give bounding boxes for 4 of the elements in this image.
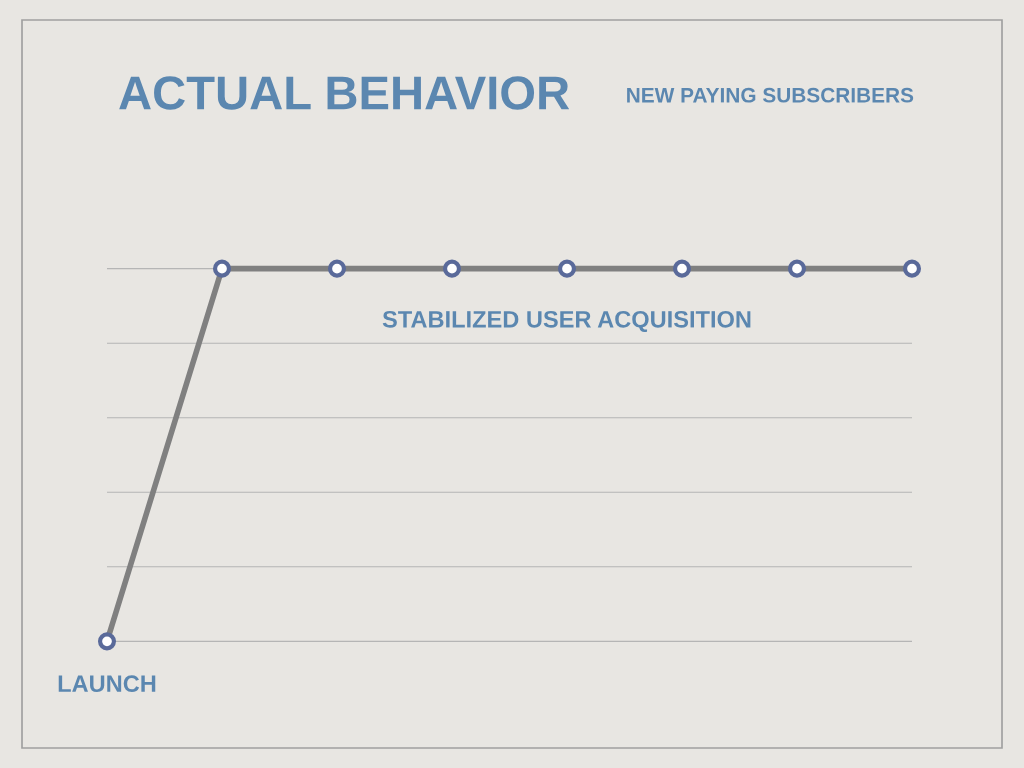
text: LAUNCH [58,675,156,693]
chart-subtitle: NEW PAYING SUBSCRIBERS [627,87,914,103]
chart-title: ACTUAL BEHAVIOR [119,76,570,110]
annotation: STABILIZED USER ACQUISITION [382,310,751,333]
